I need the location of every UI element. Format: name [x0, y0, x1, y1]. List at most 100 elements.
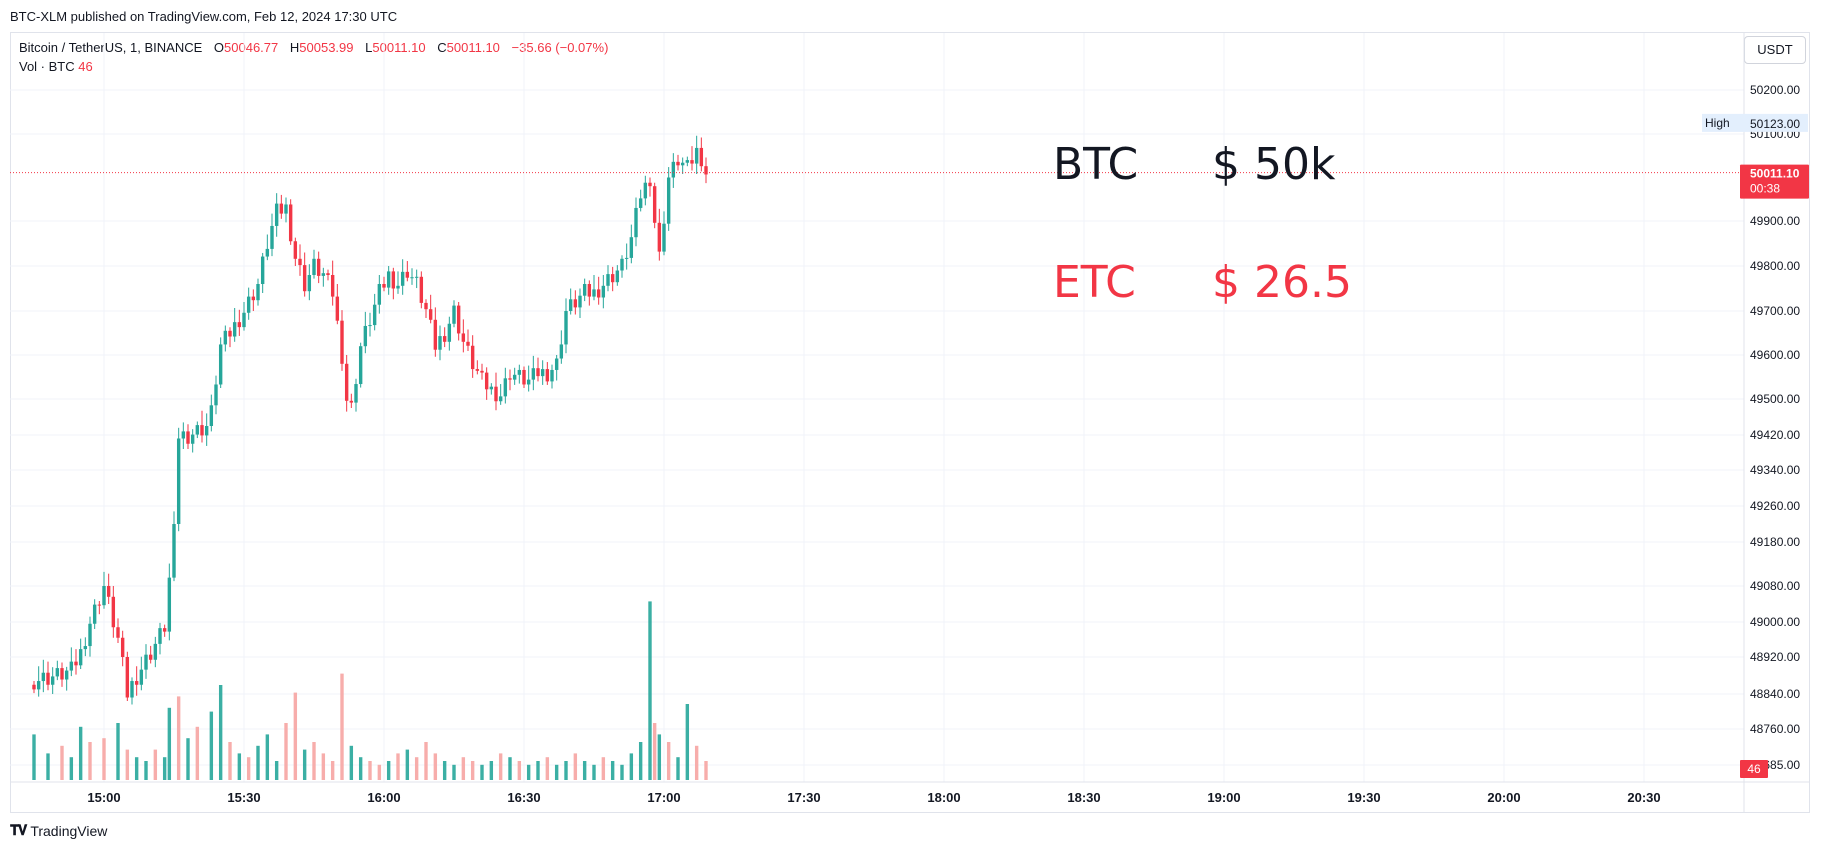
candle-body — [349, 400, 354, 403]
candle-body — [130, 681, 134, 698]
volume-bar — [293, 692, 298, 780]
candle-body — [120, 637, 125, 657]
volume-value: 46 — [78, 59, 93, 74]
volume-bar — [414, 757, 419, 780]
volume-bar — [218, 685, 223, 780]
candle-body — [433, 319, 438, 350]
candle-body — [167, 577, 172, 632]
chart-grid — [10, 33, 1810, 812]
symbol-name[interactable]: Bitcoin / TetherUS, 1, BINANCE — [19, 40, 203, 55]
candle-body — [494, 386, 498, 402]
candle-body — [410, 277, 414, 279]
price-tick-label: 49800.00 — [1750, 259, 1800, 273]
volume-bar — [592, 764, 596, 780]
volume-bar — [246, 757, 251, 780]
volume-bar — [321, 753, 326, 780]
time-tick-label: 15:30 — [227, 790, 260, 805]
low-value: 50011.10 — [372, 40, 426, 55]
volume-bar — [209, 711, 214, 780]
candle-body — [223, 330, 228, 345]
volume-bar — [102, 738, 106, 780]
candle-body — [624, 257, 629, 259]
high-badge — [1702, 113, 1808, 132]
volume-bar — [433, 753, 438, 780]
candle-body — [620, 258, 624, 271]
volume-bar — [648, 601, 652, 780]
candle-body — [288, 204, 293, 242]
candle-body — [265, 248, 270, 257]
candle-body — [480, 370, 484, 373]
volume-bar — [461, 757, 466, 780]
volume-bar — [685, 704, 690, 780]
candle-body — [204, 426, 209, 436]
volume-bar — [312, 742, 316, 780]
high-value: 50053.99 — [299, 40, 354, 55]
candle-body — [321, 273, 326, 276]
volume-bar — [694, 745, 699, 780]
volume-bar — [657, 734, 662, 780]
tradingview-logo[interactable]: 𝐓𝐕 TradingView — [10, 822, 107, 839]
volume-bar — [536, 761, 540, 780]
candle-body — [573, 299, 578, 308]
last-price-label: 50011.10 — [1750, 167, 1800, 181]
last-price-badge — [1740, 164, 1809, 199]
volume-badge — [1740, 760, 1768, 778]
publish-line: BTC-XLM published on TradingView.com, Fe… — [10, 9, 398, 24]
volume-bar — [284, 723, 288, 780]
candle-body — [69, 661, 74, 671]
candle-body — [662, 223, 666, 252]
time-tick-label: 17:00 — [647, 790, 680, 805]
volume-bar — [349, 745, 354, 780]
candle-body — [139, 669, 144, 685]
candle-body — [699, 147, 704, 167]
price-tick-label: 49340.00 — [1750, 463, 1800, 477]
candle-body — [116, 627, 120, 638]
candle-body — [232, 322, 237, 337]
volume-badge-label: 46 — [1747, 762, 1761, 776]
candle-body — [83, 646, 88, 650]
candle-body — [484, 372, 489, 390]
candle-body — [74, 661, 78, 666]
candle-body — [186, 431, 190, 444]
candle-body — [274, 203, 279, 226]
candlesticks — [32, 135, 708, 705]
volume-bar — [88, 742, 92, 780]
candle-body — [354, 384, 358, 403]
volume-bar — [545, 757, 550, 780]
volume-label[interactable]: Vol · BTC — [19, 59, 75, 74]
candle-body — [214, 384, 218, 406]
price-tick-label: 48840.00 — [1750, 687, 1800, 701]
chart-frame — [10, 32, 1810, 813]
candle-body — [153, 643, 158, 660]
candle-body — [293, 241, 298, 259]
volume-bar — [228, 742, 232, 780]
price-tick-label: 49500.00 — [1750, 392, 1800, 406]
price-tick-label: 48920.00 — [1750, 650, 1800, 664]
candle-body — [176, 438, 181, 524]
candle-body — [704, 166, 708, 175]
price-tick-label: 49420.00 — [1750, 428, 1800, 442]
candle-body — [251, 296, 256, 301]
time-tick-label: 18:30 — [1067, 790, 1100, 805]
candle-body — [134, 681, 139, 685]
etc-annotation-value: $ 26.5 — [1212, 257, 1352, 308]
btc-annotation-value: $ 50k — [1212, 139, 1336, 190]
volume-bar — [666, 742, 671, 780]
time-axis: 15:00 15:30 16:00 16:30 17:00 17:30 18:00 18:30… — [87, 790, 1660, 805]
time-tick-label: 20:30 — [1627, 790, 1660, 805]
candle-body — [46, 672, 50, 685]
volume-bar — [167, 707, 172, 780]
candle-body — [200, 425, 204, 436]
candle-body — [442, 336, 447, 342]
high-label: H — [289, 40, 300, 55]
candle-body — [466, 341, 470, 346]
candle-body — [302, 265, 307, 292]
candle-body — [144, 654, 148, 670]
time-tick-label: 19:00 — [1207, 790, 1240, 805]
candle-body — [36, 681, 41, 690]
candle-body — [554, 358, 559, 370]
candle-body — [414, 276, 419, 278]
candle-body — [503, 378, 508, 397]
